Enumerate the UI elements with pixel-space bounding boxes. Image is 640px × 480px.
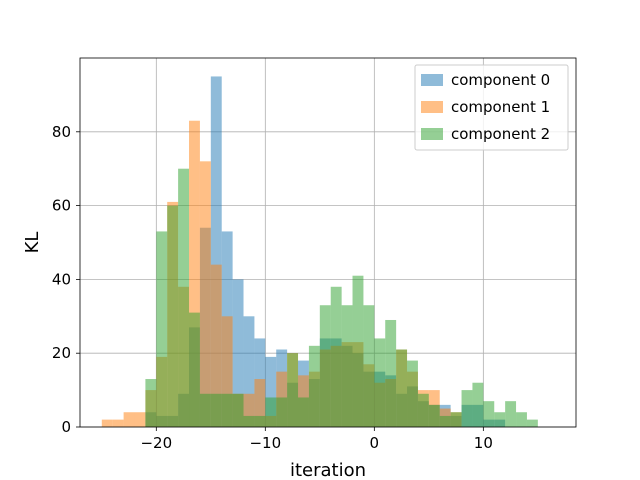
- histogram-bar-component-2: [287, 353, 299, 427]
- histogram-bar-component-2: [308, 345, 320, 427]
- histogram-bar-component-2: [439, 415, 451, 427]
- histogram-bar-component-2: [298, 397, 309, 427]
- histogram-bar-component-1: [221, 316, 233, 427]
- histogram-bar-component-2: [210, 393, 222, 427]
- histogram-bar-component-2: [156, 231, 168, 427]
- histogram-bar-component-2: [221, 393, 233, 427]
- x-tick-label: −20: [140, 434, 172, 452]
- histogram-bar-component-2: [526, 419, 538, 427]
- histogram-bar-component-2: [352, 275, 364, 427]
- histogram-bar-component-2: [199, 393, 211, 427]
- histogram-bar-component-1: [123, 412, 135, 427]
- histogram-bar-component-2: [145, 379, 157, 427]
- y-tick-label: 0: [61, 418, 71, 436]
- legend-swatch-component-0: [421, 74, 443, 86]
- histogram-bar-component-1: [210, 264, 222, 427]
- histogram-bar-component-2: [385, 319, 397, 427]
- histogram-bar-component-1: [134, 412, 146, 427]
- legend-box: [414, 64, 569, 151]
- histogram-bar-component-2: [417, 393, 429, 427]
- histogram-bar-component-2: [189, 312, 200, 427]
- histogram-bar-component-2: [330, 286, 342, 427]
- histogram-bar-component-2: [450, 412, 462, 427]
- y-tick-label: 40: [52, 270, 71, 288]
- histogram-bar-component-2: [319, 305, 331, 427]
- histogram-bar-component-1: [199, 161, 211, 427]
- histogram-bar-component-0: [265, 356, 277, 427]
- histogram-bar-component-0: [210, 76, 222, 427]
- y-tick-label: 80: [52, 123, 71, 141]
- histogram-bars: [101, 76, 538, 427]
- histogram-bar-component-2: [276, 397, 288, 427]
- x-tick-label: 10: [474, 434, 493, 452]
- histogram-bar-component-2: [428, 404, 440, 427]
- x-tick-label: −10: [249, 434, 281, 452]
- legend-label-component-1: component 1: [451, 98, 550, 116]
- histogram-bar-component-2: [483, 401, 495, 427]
- histogram-bar-component-2: [265, 397, 277, 427]
- histogram-bar-component-2: [505, 401, 517, 427]
- y-tick-label: 20: [52, 344, 71, 362]
- histogram-bar-component-2: [341, 305, 353, 427]
- histogram-bar-component-1: [243, 393, 255, 427]
- x-tick-label: 0: [370, 434, 380, 452]
- histogram-bar-component-2: [472, 382, 484, 427]
- x-axis-label: iteration: [290, 460, 366, 480]
- histogram-bar-component-0: [232, 279, 244, 427]
- legend-entries: component 0 component 1 component 2: [421, 71, 550, 143]
- histogram-bar-component-2: [232, 393, 244, 427]
- legend: component 0 component 1 component 2: [414, 64, 569, 151]
- histogram-bar-component-2: [254, 415, 266, 427]
- histogram-bar-component-2: [461, 390, 473, 427]
- legend-swatch-component-1: [421, 101, 443, 113]
- histogram-bar-component-2: [363, 305, 375, 427]
- histogram-bar-component-2: [167, 205, 179, 427]
- legend-swatch-component-2: [421, 128, 443, 140]
- legend-label-component-2: component 2: [451, 125, 550, 143]
- histogram-bar-component-1: [112, 419, 124, 427]
- histogram-bar-component-0: [243, 316, 255, 427]
- histogram-bar-component-2: [516, 412, 527, 427]
- plot-area-frame: [79, 57, 577, 428]
- histogram-bar-component-1: [254, 379, 266, 427]
- histogram-bar-component-2: [396, 349, 408, 427]
- legend-label-component-0: component 0: [451, 71, 550, 89]
- axis-ticks: −20 −10 0 10 0 20 40 60 80: [52, 123, 493, 452]
- histogram-bar-component-2: [494, 412, 506, 427]
- histogram-bar-component-2: [407, 360, 418, 427]
- histogram-bar-component-2: [178, 168, 190, 427]
- histogram-bar-component-1: [101, 419, 113, 427]
- y-axis-label: KL: [22, 232, 43, 254]
- y-tick-label: 60: [52, 197, 71, 215]
- histogram-bar-component-2: [374, 338, 386, 427]
- histogram-bar-component-1: [189, 120, 200, 427]
- histogram-bar-component-2: [243, 415, 255, 427]
